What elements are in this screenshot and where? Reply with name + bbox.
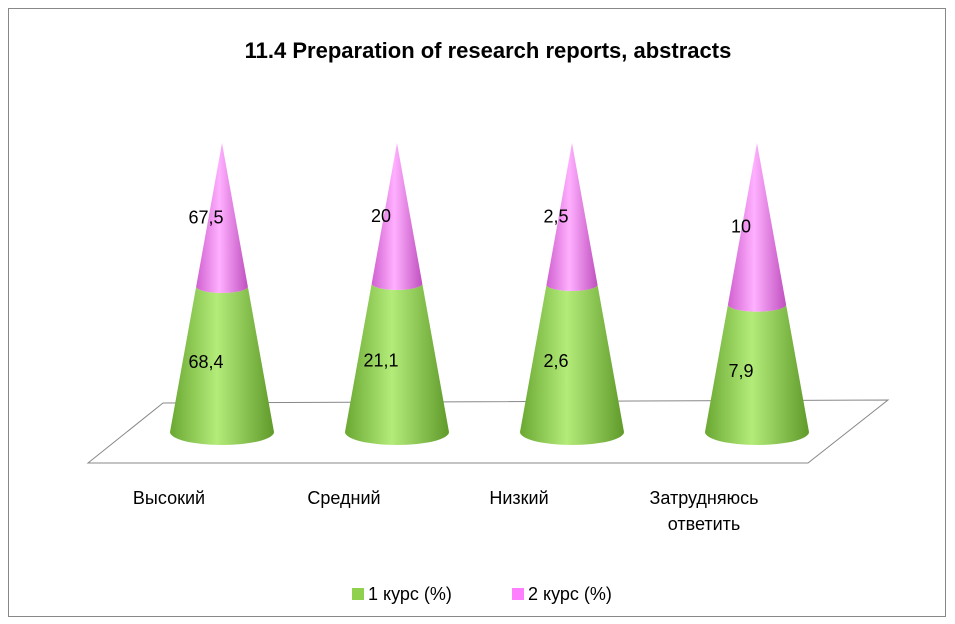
value-label: 2,6 [543, 351, 568, 371]
value-label: 21,1 [363, 351, 398, 371]
cone-segment [371, 143, 423, 290]
cone-segment [196, 143, 248, 294]
x-tick-label: Средний [307, 488, 381, 508]
value-label: 2,5 [543, 207, 568, 227]
legend-swatch [512, 588, 524, 600]
cone-segment [705, 304, 809, 445]
floor [86, 399, 890, 464]
legend-label: 1 курс (%) [368, 584, 452, 604]
chart-title: 11.4 Preparation of research reports, ab… [245, 38, 732, 63]
x-tick-label: Низкий [489, 488, 549, 508]
cone-segment [727, 143, 787, 312]
x-tick-label: Высокий [132, 488, 206, 508]
cone-segment [520, 284, 624, 445]
value-label: 20 [371, 206, 391, 226]
value-label: 10 [731, 216, 751, 236]
cone-segment [345, 283, 449, 445]
value-label: 7,9 [728, 361, 753, 381]
cone-segment [546, 143, 598, 292]
value-label: 68,4 [188, 352, 223, 372]
value-label: 67,5 [188, 208, 223, 228]
cone-segment [170, 286, 274, 445]
legend-label: 2 курс (%) [528, 584, 612, 604]
legend-swatch [352, 588, 364, 600]
x-tick-label: Затрудняюсь ответить [649, 488, 759, 534]
chart-border [8, 8, 946, 617]
